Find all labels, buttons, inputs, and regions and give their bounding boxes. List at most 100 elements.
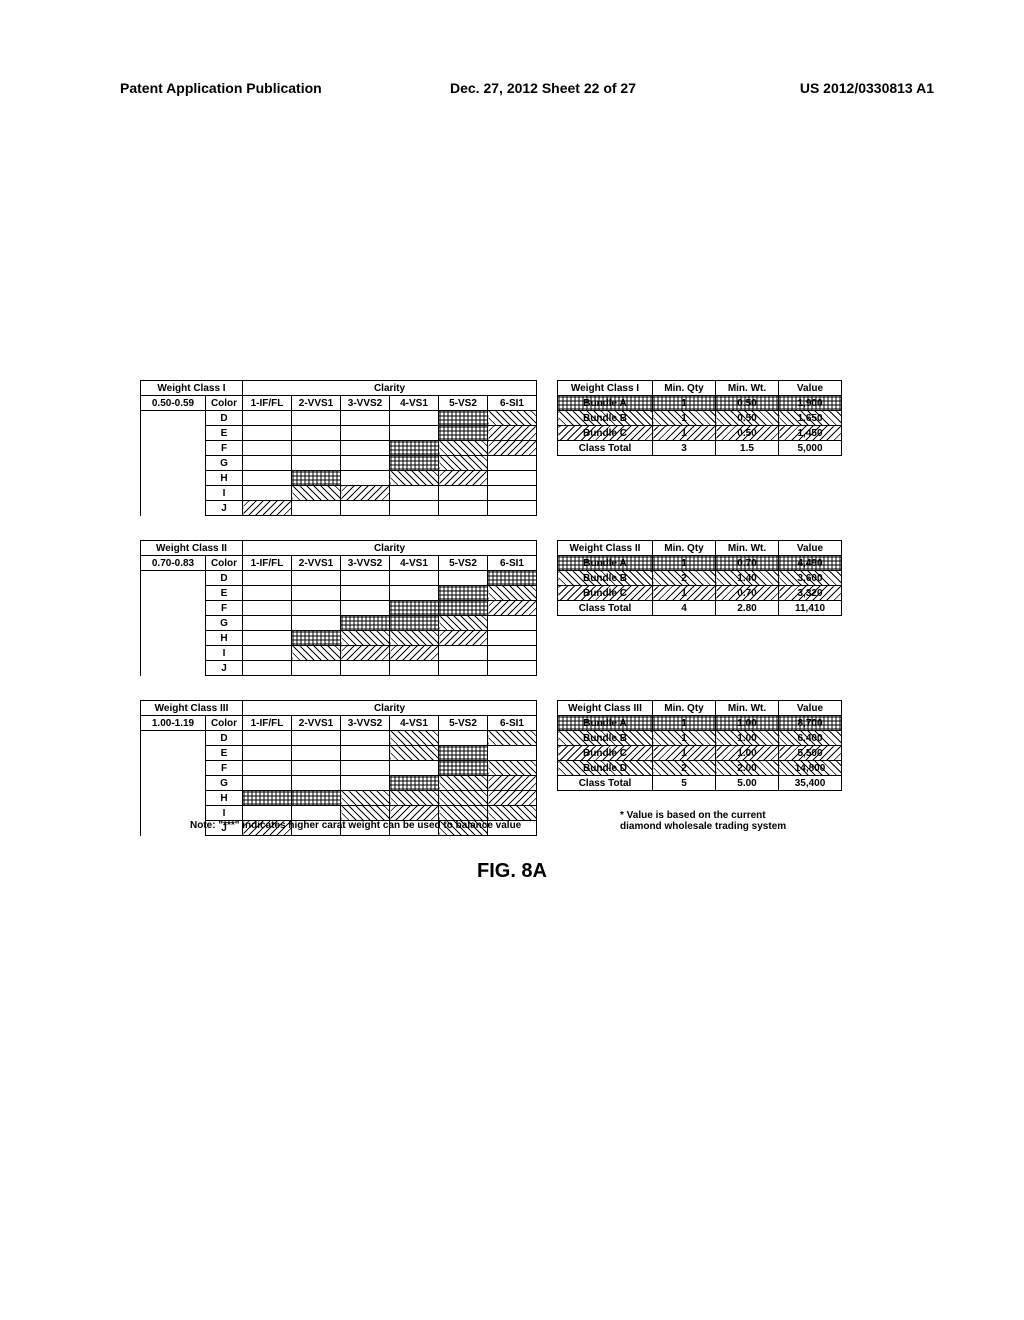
blank-cell — [141, 616, 206, 631]
note-left: Note: "***" indicates higher carat weigh… — [190, 820, 521, 831]
clarity-title: Clarity — [243, 541, 537, 556]
grid-cell — [390, 746, 439, 761]
blank-cell — [141, 746, 206, 761]
clarity-col-header: 4-VS1 — [390, 716, 439, 731]
grid-cell — [243, 426, 292, 441]
color-col-header: Color — [206, 716, 243, 731]
class-total-wt: 1.5 — [716, 441, 779, 456]
grid-cell — [243, 486, 292, 501]
grid-cell — [243, 661, 292, 676]
grid-cell — [341, 441, 390, 456]
summary-col-header: Value — [779, 541, 842, 556]
grid-cell — [439, 646, 488, 661]
summary-title: Weight Class III — [558, 701, 653, 716]
class-total-label: Class Total — [558, 776, 653, 791]
grid-cell — [488, 586, 537, 601]
grid-cell — [439, 806, 488, 821]
clarity-col-header: 5-VS2 — [439, 556, 488, 571]
grid-cell — [390, 661, 439, 676]
grid-cell — [439, 601, 488, 616]
grid-cell — [292, 471, 341, 486]
bundle-qty: 1 — [653, 426, 716, 441]
grid-cell — [243, 471, 292, 486]
blank-cell — [141, 631, 206, 646]
grid-cell — [292, 486, 341, 501]
clarity-col-header: 2-VVS1 — [292, 556, 341, 571]
summary-title: Weight Class II — [558, 541, 653, 556]
grid-cell — [292, 646, 341, 661]
grid-cell — [243, 601, 292, 616]
grid-cell — [341, 806, 390, 821]
color-row-label: G — [206, 776, 243, 791]
blank-cell — [141, 501, 206, 516]
weight-class-title: Weight Class III — [141, 701, 243, 716]
blank-cell — [141, 731, 206, 746]
color-row-label: H — [206, 471, 243, 486]
bundle-value: 1,450 — [779, 426, 842, 441]
color-row-label: F — [206, 761, 243, 776]
grid-cell — [439, 746, 488, 761]
summary-col-header: Min. Wt. — [716, 701, 779, 716]
grid-cell — [243, 571, 292, 586]
bundle-wt: 1.00 — [716, 746, 779, 761]
bundle-name: Bundle C — [558, 746, 653, 761]
grid-cell — [243, 731, 292, 746]
blank-cell — [141, 456, 206, 471]
clarity-title: Clarity — [243, 381, 537, 396]
grid-cell — [292, 571, 341, 586]
summary-col-header: Value — [779, 701, 842, 716]
grid-cell — [341, 791, 390, 806]
blank-cell — [141, 441, 206, 456]
bundle-qty: 1 — [653, 731, 716, 746]
grid-cell — [439, 471, 488, 486]
bundle-value: 14,800 — [779, 761, 842, 776]
grid-cell — [390, 806, 439, 821]
clarity-title: Clarity — [243, 701, 537, 716]
bundle-name: Bundle A — [558, 716, 653, 731]
grid-cell — [439, 456, 488, 471]
grid-cell — [390, 601, 439, 616]
grid-cell — [488, 746, 537, 761]
grid-cell — [243, 776, 292, 791]
blank-cell — [141, 761, 206, 776]
bundle-qty: 1 — [653, 586, 716, 601]
grid-cell — [488, 646, 537, 661]
bundle-qty: 1 — [653, 746, 716, 761]
grid-cell — [439, 631, 488, 646]
grid-cell — [439, 616, 488, 631]
grid-cell — [390, 631, 439, 646]
grid-cell — [390, 761, 439, 776]
grid-cell — [488, 501, 537, 516]
grid-cell — [341, 486, 390, 501]
bundle-name: Bundle C — [558, 426, 653, 441]
grid-cell — [488, 471, 537, 486]
bundle-wt: 0.70 — [716, 556, 779, 571]
blank-cell — [141, 646, 206, 661]
grid-cell — [488, 616, 537, 631]
bundle-value: 5,500 — [779, 746, 842, 761]
grid-cell — [341, 661, 390, 676]
bundle-value: 4,490 — [779, 556, 842, 571]
grid-cell — [341, 501, 390, 516]
color-row-label: D — [206, 571, 243, 586]
color-row-label: H — [206, 791, 243, 806]
grid-cell — [341, 456, 390, 471]
color-row-label: J — [206, 661, 243, 676]
bundle-wt: 1.00 — [716, 716, 779, 731]
grid-cell — [488, 411, 537, 426]
grid-cell — [488, 426, 537, 441]
grid-cell — [488, 661, 537, 676]
grid-cell — [488, 456, 537, 471]
note-right: * Value is based on the current diamond … — [620, 810, 786, 832]
grid-cell — [488, 631, 537, 646]
grid-cell — [243, 456, 292, 471]
blank-cell — [141, 776, 206, 791]
bundle-qty: 1 — [653, 411, 716, 426]
bundle-name: Bundle C — [558, 586, 653, 601]
grid-cell — [243, 501, 292, 516]
grid-cell — [390, 456, 439, 471]
clarity-col-header: 6-SI1 — [488, 556, 537, 571]
blank-cell — [141, 471, 206, 486]
clarity-col-header: 1-IF/FL — [243, 396, 292, 411]
blank-cell — [141, 806, 206, 821]
